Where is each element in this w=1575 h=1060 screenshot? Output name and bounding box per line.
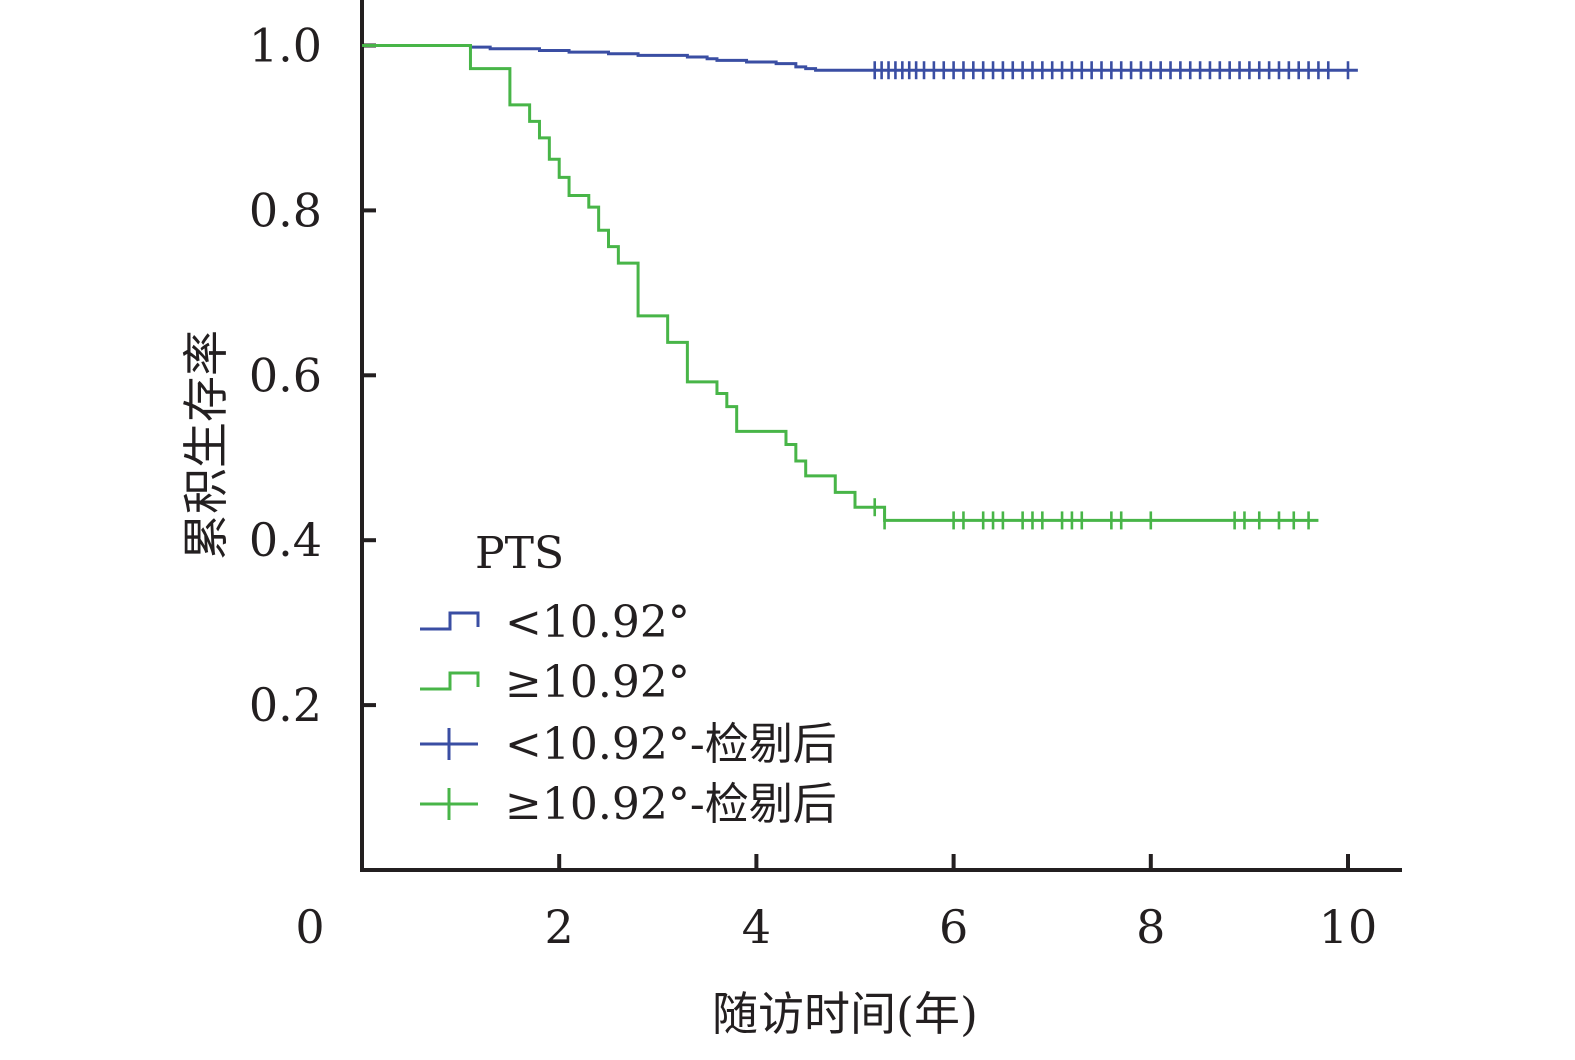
y-tick-label-0.4: 0.4 (249, 513, 322, 567)
y-axis-title: 累积生存率 (179, 330, 233, 560)
legend-label-0: <10.92° (505, 597, 690, 648)
series-0-step-line (362, 44, 1358, 72)
x-tick-label-2: 2 (545, 900, 574, 954)
legend-step-symbol-0 (420, 611, 480, 631)
legend-entry-1: ≥10.92° (420, 657, 690, 708)
y-tick-label-0.6: 0.6 (249, 348, 322, 402)
series-0 (362, 44, 1358, 80)
y-tick-label-1.0: 1.0 (249, 19, 322, 73)
origin-label: 0 (295, 900, 324, 954)
y-tick-label-0.2: 0.2 (249, 678, 322, 732)
legend-title: PTS (475, 528, 564, 579)
x-tick-label-10: 10 (1319, 900, 1378, 954)
series-1 (362, 44, 1319, 530)
legend: PTS <10.92° ≥10.92° <10.92°-检剔后 ≥10.92°-检剔后 (420, 528, 837, 830)
series-1-step-line (362, 44, 1319, 522)
x-tick-label-6: 6 (939, 900, 968, 954)
legend-label-1: ≥10.92° (505, 657, 690, 708)
legend-label-3: ≥10.92°-检剔后 (505, 779, 837, 830)
legend-label-2: <10.92°-检剔后 (505, 719, 837, 770)
ticks: 2 4 6 8 10 0.2 0.4 0.6 0.8 1.0 (249, 19, 1377, 955)
series (362, 44, 1358, 530)
legend-step-symbol-1 (420, 671, 480, 691)
legend-entry-2: <10.92°-检剔后 (420, 719, 837, 770)
axes (360, 0, 1402, 872)
legend-entries: <10.92° ≥10.92° <10.92°-检剔后 ≥10.92°-检剔后 (420, 597, 837, 830)
legend-entry-0: <10.92° (420, 597, 690, 648)
x-tick-label-4: 4 (742, 900, 771, 954)
x-tick-label-8: 8 (1136, 900, 1165, 954)
x-axis-title: 随访时间(年) (712, 987, 978, 1041)
y-tick-label-0.8: 0.8 (249, 183, 322, 237)
legend-entry-3: ≥10.92°-检剔后 (420, 779, 837, 830)
